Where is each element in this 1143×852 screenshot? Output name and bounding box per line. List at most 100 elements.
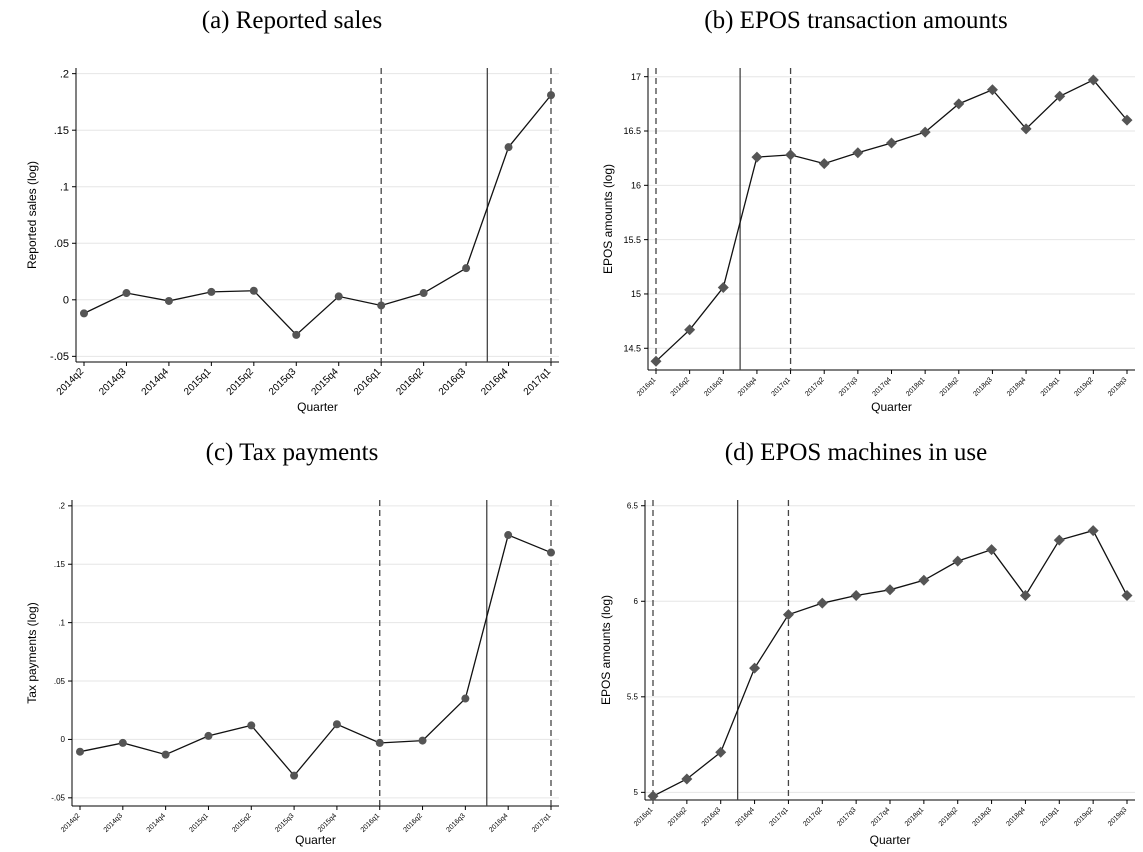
point [1121,114,1133,126]
x-tick-label: 2016q2 [670,376,692,398]
point [886,137,897,149]
point [161,750,170,759]
y-tick-label: .2 [60,69,69,81]
point [986,544,998,556]
point [1053,534,1065,546]
y-tick-label: .1 [60,182,69,194]
point [850,590,862,602]
x-tick-label: 2015q3 [274,812,296,834]
x-tick-label: 2015q1 [182,366,214,398]
y-axis-title: Tax payments (log) [25,602,39,703]
panel-title: (c) Tax payments [206,439,379,466]
x-tick-label: 2017q4 [871,376,893,398]
point [80,309,88,318]
x-tick-label: 2018q3 [972,376,994,398]
point [1121,590,1133,602]
y-tick-label: -.05 [51,794,65,803]
x-tick-label: 2018q2 [938,806,960,828]
point [715,746,727,758]
series-line [652,529,1128,797]
point [204,731,213,740]
point [986,84,998,96]
point [650,355,662,367]
series-line [83,94,552,336]
y-tick-label: .15 [54,125,69,137]
y-tick-label: 16.5 [623,126,641,136]
y-axis-title: EPOS amounts (log) [599,595,613,705]
point [118,738,127,747]
x-tick-label: 2015q4 [317,812,339,834]
x-tick-label: 2019q3 [1107,376,1129,398]
point [164,296,173,305]
x-tick-label: 2017q1 [531,812,553,834]
x-tick-label: 2016q1 [633,806,655,828]
point [249,286,258,295]
series-line [79,534,552,777]
x-axis-title: Quarter [295,833,336,847]
point [504,143,513,152]
point [207,287,216,296]
x-tick-label: 2015q2 [231,812,253,834]
y-tick-label: .2 [58,502,65,511]
point [816,597,828,609]
x-tick-label: 2016q3 [437,366,469,398]
point [647,790,659,802]
y-tick-label: -.05 [50,351,69,363]
point [953,98,965,110]
x-tick-label: 2017q2 [802,806,824,828]
panel-title: (d) EPOS machines in use [725,439,987,466]
point [334,292,343,301]
x-tick-label: 2018q2 [939,376,961,398]
point [852,147,864,159]
point [785,149,797,161]
point [684,324,696,336]
y-tick-label: 14.5 [623,343,641,353]
x-tick-label: 2016q2 [394,366,426,398]
point [419,289,428,298]
point [292,330,301,339]
x-tick-label: 2015q3 [267,366,299,398]
x-tick-label: 2017q4 [870,806,892,828]
x-tick-label: 2017q3 [838,376,860,398]
x-tick-label: 2019q2 [1073,806,1095,828]
panel-title: (a) Reported sales [202,7,382,34]
x-tick-label: 2018q1 [904,806,926,828]
x-tick-label: 2017q2 [804,376,826,398]
y-tick-label: 15.5 [623,235,641,245]
x-tick-label: 2016q1 [352,366,384,398]
x-tick-label: 2019q1 [1039,806,1061,828]
x-tick-label: 2019q1 [1040,376,1062,398]
panel-title: (b) EPOS transaction amounts [704,7,1007,34]
point [751,151,763,163]
x-tick-label: 2017q1 [522,366,554,398]
x-tick-label: 2016q4 [737,376,759,398]
point [952,555,964,567]
series-line [655,79,1128,362]
x-tick-label: 2016q4 [735,806,757,828]
y-tick-label: 6.5 [627,502,639,511]
point [1020,123,1032,135]
y-tick-label: 16 [631,180,641,190]
point [919,126,931,138]
point [681,773,693,785]
point [462,264,471,273]
x-tick-label: 2016q2 [402,812,424,834]
x-tick-label: 2014q4 [140,366,172,398]
x-tick-label: 2019q2 [1073,376,1095,398]
point [76,747,84,756]
x-tick-label: 2015q1 [188,812,210,834]
y-axis-title: EPOS amounts (log) [601,164,615,274]
point [1054,90,1066,102]
point [884,584,896,596]
x-tick-label: 2017q3 [836,806,858,828]
point [122,289,131,298]
point [818,158,830,170]
x-tick-label: 2016q3 [445,812,467,834]
point [782,609,794,621]
x-tick-label: 2018q4 [1005,806,1027,828]
point [1087,74,1099,86]
x-tick-label: 2018q4 [1006,376,1028,398]
y-tick-label: 5.5 [627,693,639,702]
y-tick-label: 0 [63,295,69,307]
